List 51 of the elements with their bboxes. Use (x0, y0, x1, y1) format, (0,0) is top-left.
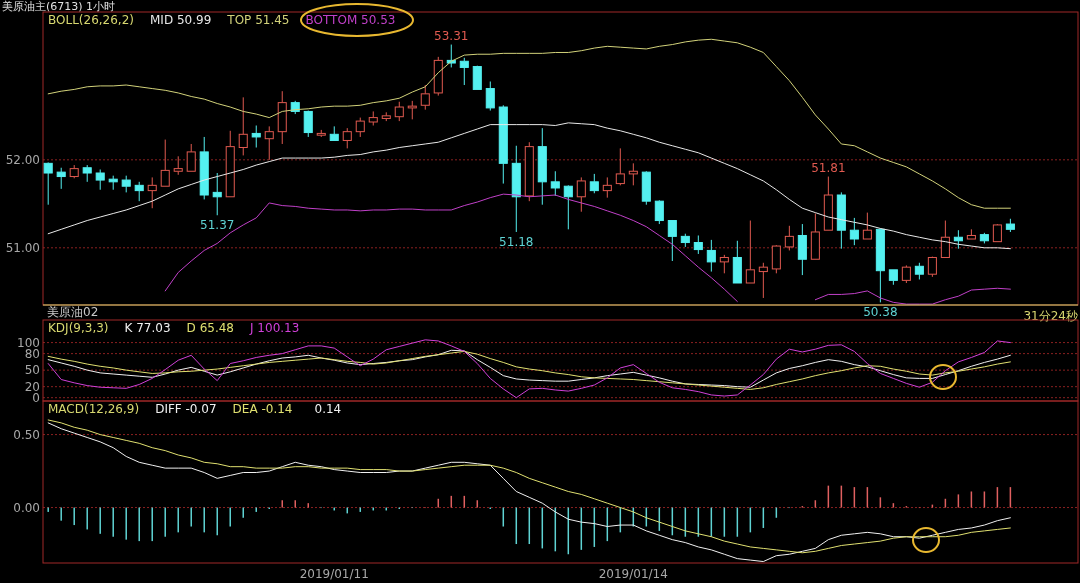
candlestick (537, 127, 547, 206)
candlestick (745, 220, 755, 284)
x-tick-label: 2019/01/14 (598, 567, 668, 581)
candlestick (797, 223, 807, 276)
annotation: 0.14 (314, 402, 342, 416)
annotation: 51.37 (200, 218, 235, 233)
candlestick (511, 145, 521, 233)
x-tick-label: 2019/01/11 (299, 567, 369, 581)
candlestick (628, 162, 638, 186)
candlestick (225, 130, 235, 198)
chart-title: 美原油主(6713) 1小时 (2, 0, 116, 13)
legend-title: KDJ(9,3,3) (48, 321, 109, 335)
text: DEA -0.14 (232, 402, 293, 416)
text: TOP 51.45 (226, 13, 290, 27)
candlestick (277, 90, 287, 145)
candlestick (732, 240, 742, 284)
annotation: 53.31 (434, 28, 469, 43)
candlestick (966, 228, 976, 240)
candlestick (563, 185, 573, 230)
annotation: 51.81 (811, 160, 846, 175)
candlestick (264, 125, 274, 161)
candlestick (823, 176, 833, 231)
annotation: 美原油02 (47, 305, 99, 319)
annotation: 51.18 (499, 234, 534, 249)
y-tick-label: 50 (24, 363, 40, 378)
candlestick (160, 139, 170, 187)
candlestick (212, 172, 222, 216)
text: DIFF -0.07 (155, 402, 217, 416)
legend-title: MACD(12,26,9) (48, 402, 140, 416)
text: K 77.03 (124, 321, 171, 335)
y-tick-label: 0.00 (13, 500, 40, 515)
candlestick (602, 176, 612, 199)
text: D 65.48 (186, 321, 235, 335)
candlestick (329, 125, 339, 141)
y-tick-label: 51.00 (5, 240, 40, 255)
candlestick (758, 262, 768, 299)
candlestick (810, 212, 820, 260)
candlestick (43, 162, 53, 206)
candlestick (940, 220, 950, 258)
y-tick-label: 0.50 (13, 427, 40, 442)
series-label: J 100.13 (249, 321, 300, 335)
y-tick-label: 52.00 (5, 152, 40, 167)
text: MID 50.99 (150, 13, 212, 27)
line-series (47, 38, 1011, 209)
text: 31分24秒 (1023, 309, 1078, 323)
candlestick (693, 234, 703, 255)
line-series (47, 339, 1011, 399)
candlestick (706, 239, 716, 273)
text: BOTTOM 50.53 (305, 13, 396, 27)
legend-title: BOLL(26,26,2) (48, 13, 135, 27)
annotation: 50.38 (863, 305, 898, 320)
